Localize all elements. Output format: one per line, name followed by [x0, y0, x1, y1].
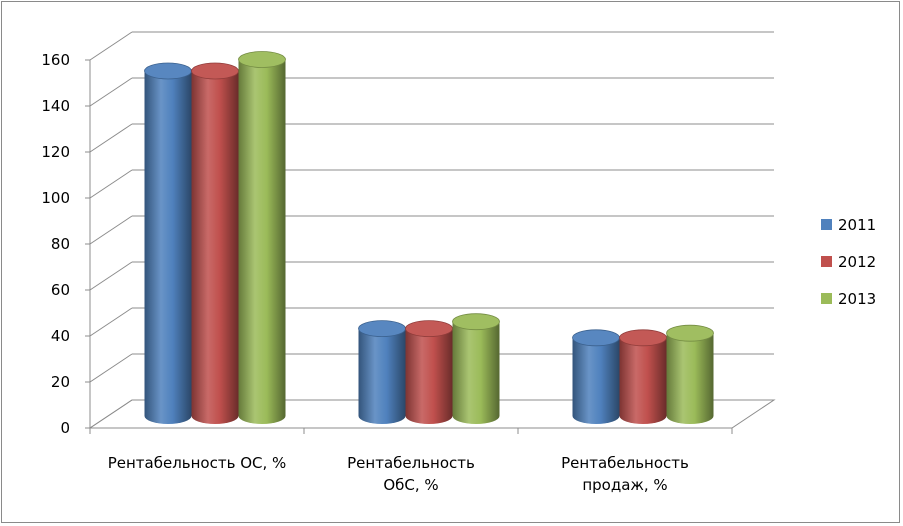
legend-item: 2013	[821, 290, 876, 308]
y-tick-label: 0	[60, 419, 70, 437]
bar	[144, 62, 192, 424]
y-tick-label: 20	[51, 373, 70, 391]
y-tick-label: 140	[41, 97, 70, 115]
legend-swatch	[821, 256, 832, 267]
legend-swatch	[821, 293, 832, 304]
y-tick-label: 100	[41, 189, 70, 207]
y-tick-label: 40	[51, 327, 70, 345]
bar	[358, 320, 406, 424]
gridline	[89, 31, 774, 61]
axes	[85, 59, 776, 434]
x-axis-labels: Рентабельность ОС, % Рентабельность ОбС, %…	[108, 454, 689, 494]
bar	[572, 329, 620, 424]
legend-item: 2011	[821, 216, 876, 234]
legend-swatch	[821, 219, 832, 230]
bar	[452, 313, 500, 424]
y-axis-ticks: 0 20 40 60 80 100 120 140 160	[41, 51, 70, 437]
x-category-label: Рентабельность ОС, %	[108, 454, 287, 472]
legend-label: 2012	[838, 253, 876, 271]
bar	[619, 329, 667, 424]
bar	[238, 51, 286, 424]
y-tick-label: 80	[51, 235, 70, 253]
y-tick-label: 60	[51, 281, 70, 299]
x-category-label: Рентабельность продаж, %	[561, 454, 689, 494]
y-tick-label: 120	[41, 143, 70, 161]
bar	[191, 62, 239, 424]
legend: 2011 2012 2013	[821, 216, 876, 308]
y-tick-label: 160	[41, 51, 70, 69]
legend-label: 2013	[838, 290, 876, 308]
bar	[405, 320, 453, 424]
legend-label: 2011	[838, 216, 876, 234]
legend-item: 2012	[821, 253, 876, 271]
bar	[666, 324, 714, 424]
bars	[144, 51, 714, 424]
x-category-label: Рентабельность ОбС, %	[347, 454, 475, 494]
